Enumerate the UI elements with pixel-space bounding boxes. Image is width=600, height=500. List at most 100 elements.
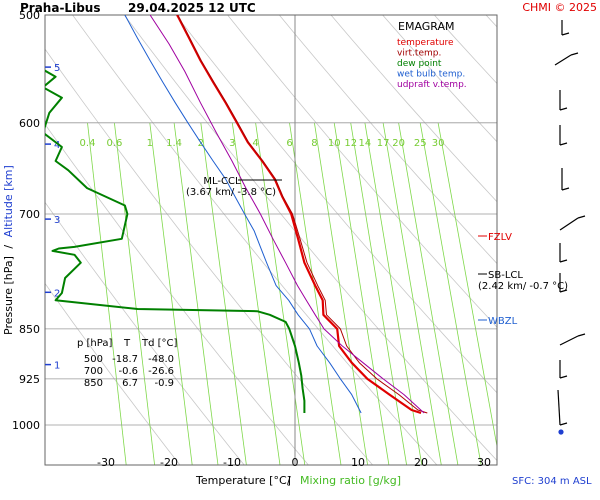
series-line-dew-point: [45, 69, 306, 413]
temperature-tick-label: -20: [160, 456, 178, 469]
temperature-tick-label: 30: [477, 456, 491, 469]
wind-barb-shaft: [559, 335, 579, 346]
ylabel-pressure: Pressure [hPa]: [2, 256, 15, 335]
legend-entry: temperature: [397, 38, 454, 48]
table-header-td: Td [°C]: [141, 338, 178, 349]
svg-text:Pressure [hPa] / A: Pressure [hPa] / Altitude [km]: [2, 165, 15, 335]
mixing-ratio-line: [173, 122, 219, 465]
dry-adiabat: [382, 15, 497, 143]
table-cell: -0.6: [118, 366, 138, 377]
mixing-ratio-label: 4: [252, 138, 258, 149]
temperature-tick-label: -10: [223, 456, 241, 469]
wind-barb-shaft: [554, 54, 572, 66]
wind-barbs: [554, 20, 586, 435]
wind-barb-flag: [570, 52, 579, 56]
dry-adiabat: [330, 15, 497, 203]
series-line-wet-bulb-temp: [124, 15, 362, 414]
pressure-tick-label: 925: [19, 373, 40, 386]
altitude-tick-label: 1: [54, 361, 60, 372]
wind-barb-flag: [561, 187, 570, 191]
sb-lcl-label: SB-LCL: [488, 270, 523, 281]
mixing-ratio-line: [364, 122, 423, 465]
mixing-ratio-line: [149, 122, 193, 465]
xlabel-temp: Temperature [°C]: [195, 474, 291, 487]
legend-entry: dew point: [397, 59, 442, 69]
mixing-ratio-label: 12: [344, 138, 357, 149]
series-line-virt-temp: [177, 15, 428, 414]
wind-barb-flag: [559, 422, 568, 426]
mixing-ratio-label: 20: [392, 138, 405, 149]
station-name: Praha-Libus: [20, 1, 100, 15]
dry-adiabat: [45, 201, 245, 465]
surface-note: SFC: 304 m ASL: [512, 476, 592, 487]
sb-lcl-annotation: SB-LCL (2.42 km/ -0.7 °C): [478, 270, 568, 292]
legend-entry: udpraft v.temp.: [397, 80, 467, 90]
dry-adiabat: [278, 15, 497, 265]
wbzl-label: WBZL: [488, 316, 518, 327]
table-cell: 6.7: [122, 378, 138, 389]
wind-barb-shaft: [559, 217, 579, 231]
table-cell: -18.7: [112, 354, 138, 365]
pressure-tick-label: 500: [19, 9, 40, 22]
series-line-udpraft-v-temp: [149, 15, 425, 414]
table-cell: 500: [84, 354, 103, 365]
dry-adiabat: [45, 48, 374, 465]
temperature-tick-label: 10: [351, 456, 365, 469]
mixing-ratio-line: [289, 122, 342, 465]
mixing-ratio-line: [382, 122, 442, 465]
wind-barb-flag: [559, 107, 568, 111]
legend-entry: wet bulb temp.: [397, 70, 465, 80]
mixing-ratio-label: 17: [377, 138, 390, 149]
mixing-ratio-label: 30: [432, 138, 445, 149]
table-cell: -48.0: [148, 354, 174, 365]
wind-barb-flag: [559, 142, 568, 146]
pressure-tick-label: 1000: [12, 419, 40, 432]
fzlv-label: FZLV: [488, 232, 512, 243]
pressure-tick-label: 600: [19, 117, 40, 130]
temperature-tick-label: 0: [292, 456, 299, 469]
xlabel-sep: /: [287, 474, 291, 487]
table-header-t: T: [123, 338, 131, 349]
pressure-tick-label: 700: [19, 208, 40, 221]
plot-frame: [44, 14, 498, 466]
wind-barb-flag: [559, 375, 568, 379]
legend-title: EMAGRAM: [398, 20, 455, 33]
dry-adiabat: [123, 15, 497, 462]
mixing-ratio-line: [114, 122, 155, 465]
mixing-ratio-line: [333, 122, 390, 465]
pressure-tick-label: 850: [19, 323, 40, 336]
temperature-tick-label: 20: [414, 456, 428, 469]
mixing-ratio-label: 3: [229, 138, 235, 149]
ylabel-sep: /: [2, 245, 15, 249]
altitude-tick-label: 5: [54, 63, 60, 74]
mixing-ratio-label: 0.4: [80, 138, 96, 149]
wbzl-annotation: WBZL: [478, 316, 518, 327]
wind-barb-flag: [561, 32, 570, 36]
mixing-ratio-label: 25: [414, 138, 427, 149]
mixing-ratio-label: 6: [286, 138, 292, 149]
mixing-ratio-label: 10: [328, 138, 341, 149]
fzlv-annotation: FZLV: [478, 232, 512, 243]
dry-adiabat: [566, 0, 600, 471]
temperature-tick-label: -30: [97, 456, 115, 469]
table-header-p: p [hPa]: [77, 338, 112, 349]
mixing-ratio-label: 1.4: [166, 138, 182, 149]
series-line-temperature: [176, 15, 422, 415]
dry-adiabat: [227, 15, 497, 328]
wind-barb-surface-dot: [558, 429, 564, 435]
sb-lcl-value: (2.42 km/ -0.7 °C): [478, 281, 568, 292]
mixing-ratio-label: 0.6: [106, 138, 122, 149]
xlabel-mixing: Mixing ratio [g/kg]: [300, 474, 401, 487]
mixing-ratio-line: [350, 122, 407, 465]
wind-barb-flag: [559, 259, 568, 263]
dry-adiabat: [515, 0, 600, 471]
mixing-ratio-label: 14: [359, 138, 372, 149]
wind-barb-flag: [577, 215, 586, 219]
datetime: 29.04.2025 12 UTC: [128, 1, 256, 15]
data-table: p [hPa] T Td [°C] 500 -18.7 -48.0 700 -0…: [77, 338, 178, 389]
legend-entry: virt.temp.: [397, 49, 441, 59]
altitude-tick-label: 4: [54, 140, 60, 151]
mixing-ratio-line: [437, 122, 497, 449]
mixing-ratio-label: 8: [311, 138, 317, 149]
